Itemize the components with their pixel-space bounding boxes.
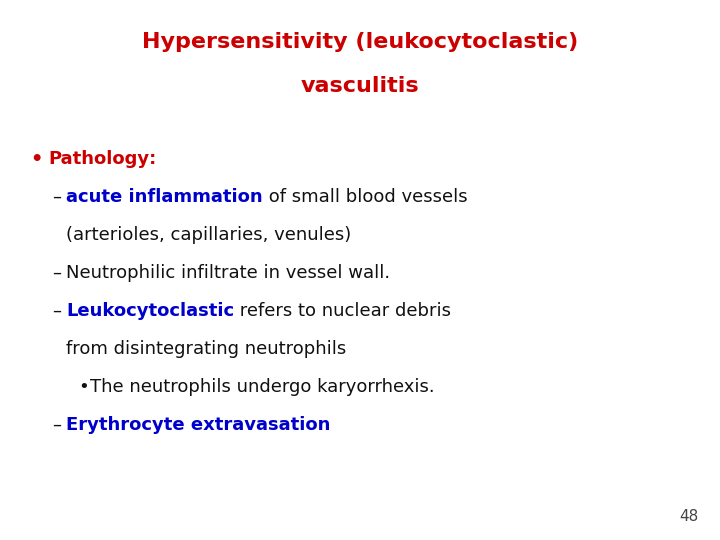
Text: from disintegrating neutrophils: from disintegrating neutrophils xyxy=(66,340,346,358)
Text: –: – xyxy=(52,188,61,206)
Text: •: • xyxy=(78,378,89,396)
Text: (arterioles, capillaries, venules): (arterioles, capillaries, venules) xyxy=(66,226,351,244)
Text: 48: 48 xyxy=(679,509,698,524)
Text: Leukocytoclastic: Leukocytoclastic xyxy=(66,302,234,320)
Text: Erythrocyte extravasation: Erythrocyte extravasation xyxy=(66,416,330,434)
Text: of small blood vessels: of small blood vessels xyxy=(263,188,467,206)
Text: –: – xyxy=(52,264,61,282)
Text: acute inflammation: acute inflammation xyxy=(66,188,263,206)
Text: Neutrophilic infiltrate in vessel wall.: Neutrophilic infiltrate in vessel wall. xyxy=(66,264,390,282)
Text: Pathology:: Pathology: xyxy=(48,150,156,168)
Text: –: – xyxy=(52,302,61,320)
Text: refers to nuclear debris: refers to nuclear debris xyxy=(234,302,451,320)
Text: Hypersensitivity (leukocytoclastic): Hypersensitivity (leukocytoclastic) xyxy=(142,32,578,52)
Text: The neutrophils undergo karyorrhexis.: The neutrophils undergo karyorrhexis. xyxy=(90,378,435,396)
Text: –: – xyxy=(52,416,61,434)
Text: vasculitis: vasculitis xyxy=(301,76,419,96)
Text: •: • xyxy=(30,150,42,169)
